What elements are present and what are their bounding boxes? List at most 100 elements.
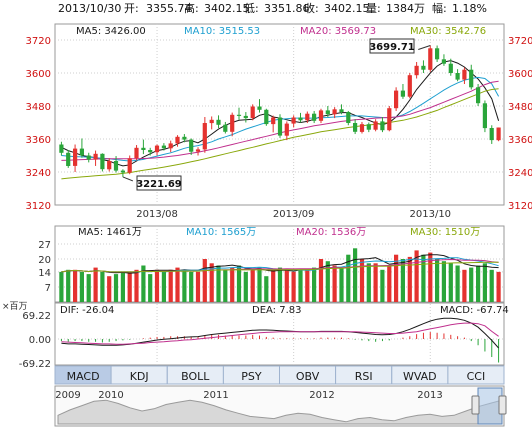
volume-bar [113,274,119,302]
tab-label[interactable]: OBV [296,370,320,383]
price-tick-left: 3600 [26,69,51,80]
volume-bar [448,263,453,302]
tab-label[interactable]: WVAD [403,370,437,383]
candle-body [284,123,289,136]
volume-bar [394,254,399,302]
volume-tick: 14 [38,268,51,279]
volume-axis: 27 20 14 7 ×百万 [2,240,51,312]
overview-year-label: 2011 [203,390,228,401]
candle-body [469,69,474,88]
volume-bar [100,271,105,302]
candle-body [305,113,310,121]
candle-body [380,121,385,131]
macd-tick: 0.00 [29,335,51,346]
candle-body [366,124,371,130]
candle-body [318,110,324,121]
price-tick-right: 3600 [508,69,532,80]
close-value: 3402.15 [324,2,370,15]
candle-body [182,136,187,140]
volume-bar [243,271,248,302]
candle-body [113,161,119,171]
volume-bar [154,269,160,302]
volume-bar [230,267,235,302]
ma-legend-item: MA5: 3426.00 [76,26,146,37]
volume-bar [359,259,365,302]
volume-bar [175,267,180,302]
low-pointer [122,176,134,182]
tab-label[interactable]: MACD [67,370,100,383]
price-tick-right: 3240 [508,168,532,179]
price-tick-left: 3240 [26,168,51,179]
candle-body [243,115,248,119]
volume-bar [257,267,262,302]
macd-line-dea [61,322,499,345]
volume-bar [148,274,153,302]
volume-bar [489,269,494,302]
volume-bar [134,269,139,302]
volume-bar [127,271,132,302]
overview-window[interactable] [477,387,503,425]
volume-bar [277,267,283,302]
macd-legend-item: MACD: -67.74 [440,305,509,316]
open-label: 开: [124,2,139,15]
price-annotations: 3699.71 3221.69 [122,38,431,191]
tab-cci[interactable] [447,365,505,385]
volume-bar [141,265,146,302]
tab-label[interactable]: BOLL [181,370,210,383]
overview-area [57,399,503,425]
candle-body [312,113,317,121]
candle-body [476,87,481,104]
tab-label[interactable]: KDJ [130,370,149,383]
ma-legend-item: MA30: 3542.76 [410,26,486,37]
candle-body [353,123,358,132]
candle-body [59,144,64,153]
volume-bar [462,269,467,302]
volume-legend-item: MA10: 1565万 [186,227,256,238]
candle-body [277,117,283,136]
volume-bar [120,271,125,302]
volume-legend-item: MA20: 1536万 [296,227,366,238]
macd-lines [61,317,499,349]
volume-bar [86,274,91,302]
price-axis: 3720 3720 3600 3600 3480 3480 3360 3360 3240 3240… [26,36,532,212]
volume-bar [209,263,214,302]
x-tick-label: 2013/09 [273,209,315,220]
candle-body [66,152,71,166]
price-tick-left: 3360 [26,135,51,146]
candle-body [223,124,228,132]
candle-body [414,65,419,76]
candle-body [489,128,494,141]
candle-body [441,59,446,64]
candle-body [216,119,221,125]
candle-body [359,124,365,132]
candle-body [332,109,337,115]
overview-right-handle[interactable] [498,395,507,415]
macd-axis: 69.22 0.00 -69.22 [19,311,51,370]
tab-label[interactable]: PSY [241,370,262,383]
volume-bar [305,269,310,302]
macd-panel-frame [54,302,505,366]
volume-bar [339,267,344,302]
tab-label[interactable]: CCI [467,370,486,383]
volume-ma-lines [61,254,499,274]
candle-body [291,117,296,124]
overview-left-handle[interactable] [471,395,480,415]
candle-body [209,119,214,124]
candle-body [168,143,173,149]
indicator-tabs: MACD KDJ BOLL PSY OBV RSI WVAD CCI [54,365,505,385]
quote-header: 2013/10/30 开: 3355.74 高: 3402.15 低: 3351… [58,1,487,15]
change-value: 1.18% [452,2,487,15]
tab-label[interactable]: RSI [355,370,373,383]
price-tick-right: 3360 [508,135,532,146]
candle-body [175,136,180,144]
volume-bar [332,265,337,302]
volume-legend: MA5: 1461万 MA10: 1565万 MA20: 1536万 MA30: 15… [78,227,480,238]
close-label: 收: [304,1,319,15]
volume-bar [298,269,303,302]
x-tick-label: 2013/10 [410,209,452,220]
x-tick-label: 2013/08 [136,209,178,220]
volume-unit: ×百万 [2,301,28,312]
volume-bar [400,259,405,302]
volume-bar [407,256,412,302]
change-label: 幅: [432,2,447,15]
